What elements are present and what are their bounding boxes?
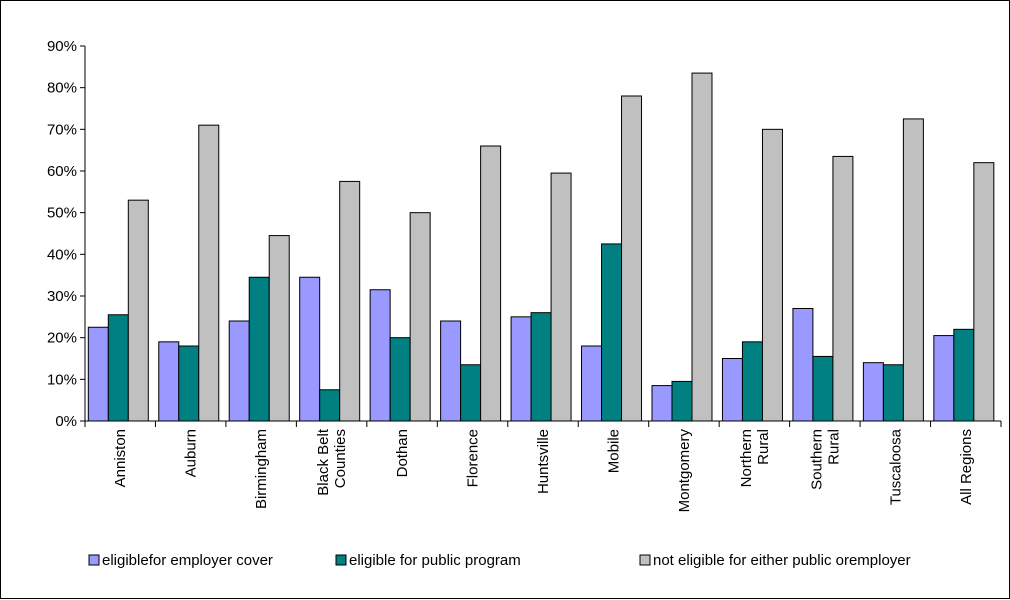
bar xyxy=(127,199,149,422)
bar xyxy=(933,335,955,422)
y-tick-label: 0% xyxy=(55,413,77,430)
bar xyxy=(761,128,783,422)
y-tick-label: 30% xyxy=(47,288,77,305)
legend-swatch xyxy=(88,554,100,566)
x-tick-label-line: Black Belt xyxy=(315,428,332,496)
bar xyxy=(862,362,884,422)
bar xyxy=(228,320,250,422)
x-tick-label-line: Florence xyxy=(465,429,482,487)
x-tick-label: Montgomery xyxy=(676,429,693,513)
y-tick-label: 20% xyxy=(47,330,77,347)
bar xyxy=(581,345,603,422)
x-tick-label-line: Montgomery xyxy=(676,429,693,513)
bar xyxy=(248,276,270,422)
bar xyxy=(973,162,995,422)
bar xyxy=(389,337,411,422)
x-tick-label-line: Counties xyxy=(332,429,349,488)
legend-label: not eligible for either public oremploye… xyxy=(653,552,911,569)
x-tick-label-line: Northern xyxy=(738,429,755,487)
bar xyxy=(550,172,572,422)
x-tick-label-line: All Regions xyxy=(958,429,975,505)
bar xyxy=(480,145,502,422)
x-axis: Anniston Auburn Birmingham Black BeltCounti… xyxy=(84,420,1002,513)
y-tick-label: 40% xyxy=(47,246,77,263)
bar xyxy=(792,308,814,422)
x-tick-label: Anniston xyxy=(112,429,129,487)
x-tick-label-line: Anniston xyxy=(112,429,129,487)
bar xyxy=(107,314,129,422)
bar xyxy=(299,276,321,422)
bar xyxy=(832,155,854,422)
bars xyxy=(87,72,995,422)
y-tick-label: 90% xyxy=(47,38,77,55)
bar xyxy=(339,180,361,422)
x-tick-label-line: Tuscaloosa xyxy=(887,428,904,505)
bar xyxy=(691,72,713,422)
bar xyxy=(440,320,462,422)
x-tick-label: Huntsville xyxy=(535,429,552,494)
bar xyxy=(158,341,180,422)
bar xyxy=(268,235,290,422)
legend-item: eligiblefor employer cover xyxy=(88,552,273,569)
x-tick-label-line: Huntsville xyxy=(535,429,552,494)
bar xyxy=(953,328,975,422)
x-tick-label: Mobile xyxy=(605,429,622,473)
bar xyxy=(87,326,109,422)
x-tick-label-line: Rural xyxy=(755,429,772,465)
x-tick-label: SouthernRural xyxy=(808,429,842,490)
x-tick-label: Birmingham xyxy=(253,429,270,509)
bar xyxy=(460,364,482,422)
x-tick-label: All Regions xyxy=(958,429,975,505)
bar xyxy=(601,243,623,422)
x-tick-label-line: Auburn xyxy=(183,429,200,477)
bar xyxy=(882,364,904,422)
legend: eligiblefor employer cover eligible for p… xyxy=(88,552,911,569)
x-tick-label: Florence xyxy=(465,429,482,487)
y-tick-label: 70% xyxy=(47,121,77,138)
bar xyxy=(721,358,743,422)
bar xyxy=(651,385,673,422)
x-tick-label-line: Rural xyxy=(825,429,842,465)
bar xyxy=(409,212,431,422)
bar xyxy=(178,345,200,422)
y-axis: 0% 10% 20% 30% 40% 50% 60% 70% 80% 90% xyxy=(47,38,86,430)
y-tick-label: 10% xyxy=(47,371,77,388)
legend-swatch xyxy=(335,554,347,566)
x-tick-label: Auburn xyxy=(183,429,200,477)
bar xyxy=(621,95,643,422)
legend-swatch xyxy=(639,554,651,566)
legend-item: eligible for public program xyxy=(335,552,521,569)
bar xyxy=(319,389,341,422)
bar xyxy=(902,118,924,422)
legend-item: not eligible for either public oremploye… xyxy=(639,552,911,569)
x-tick-label-line: Southern xyxy=(808,429,825,490)
bar xyxy=(530,312,552,422)
x-tick-label: Dothan xyxy=(394,429,411,477)
y-tick-label: 80% xyxy=(47,80,77,97)
bar xyxy=(671,380,693,422)
bar xyxy=(741,341,763,422)
y-tick-label: 50% xyxy=(47,205,77,222)
x-tick-label: Tuscaloosa xyxy=(887,428,904,505)
x-tick-label: NorthernRural xyxy=(738,429,772,487)
legend-label: eligible for public program xyxy=(349,552,521,569)
x-tick-label-line: Dothan xyxy=(394,429,411,477)
bar xyxy=(510,316,532,422)
bar xyxy=(198,124,220,422)
x-tick-label: Black BeltCounties xyxy=(315,428,349,496)
x-tick-label-line: Mobile xyxy=(605,429,622,473)
y-tick-label: 60% xyxy=(47,163,77,180)
bar xyxy=(812,355,834,422)
x-tick-label-line: Birmingham xyxy=(253,429,270,509)
bar xyxy=(369,289,391,422)
legend-label: eligiblefor employer cover xyxy=(102,552,273,569)
